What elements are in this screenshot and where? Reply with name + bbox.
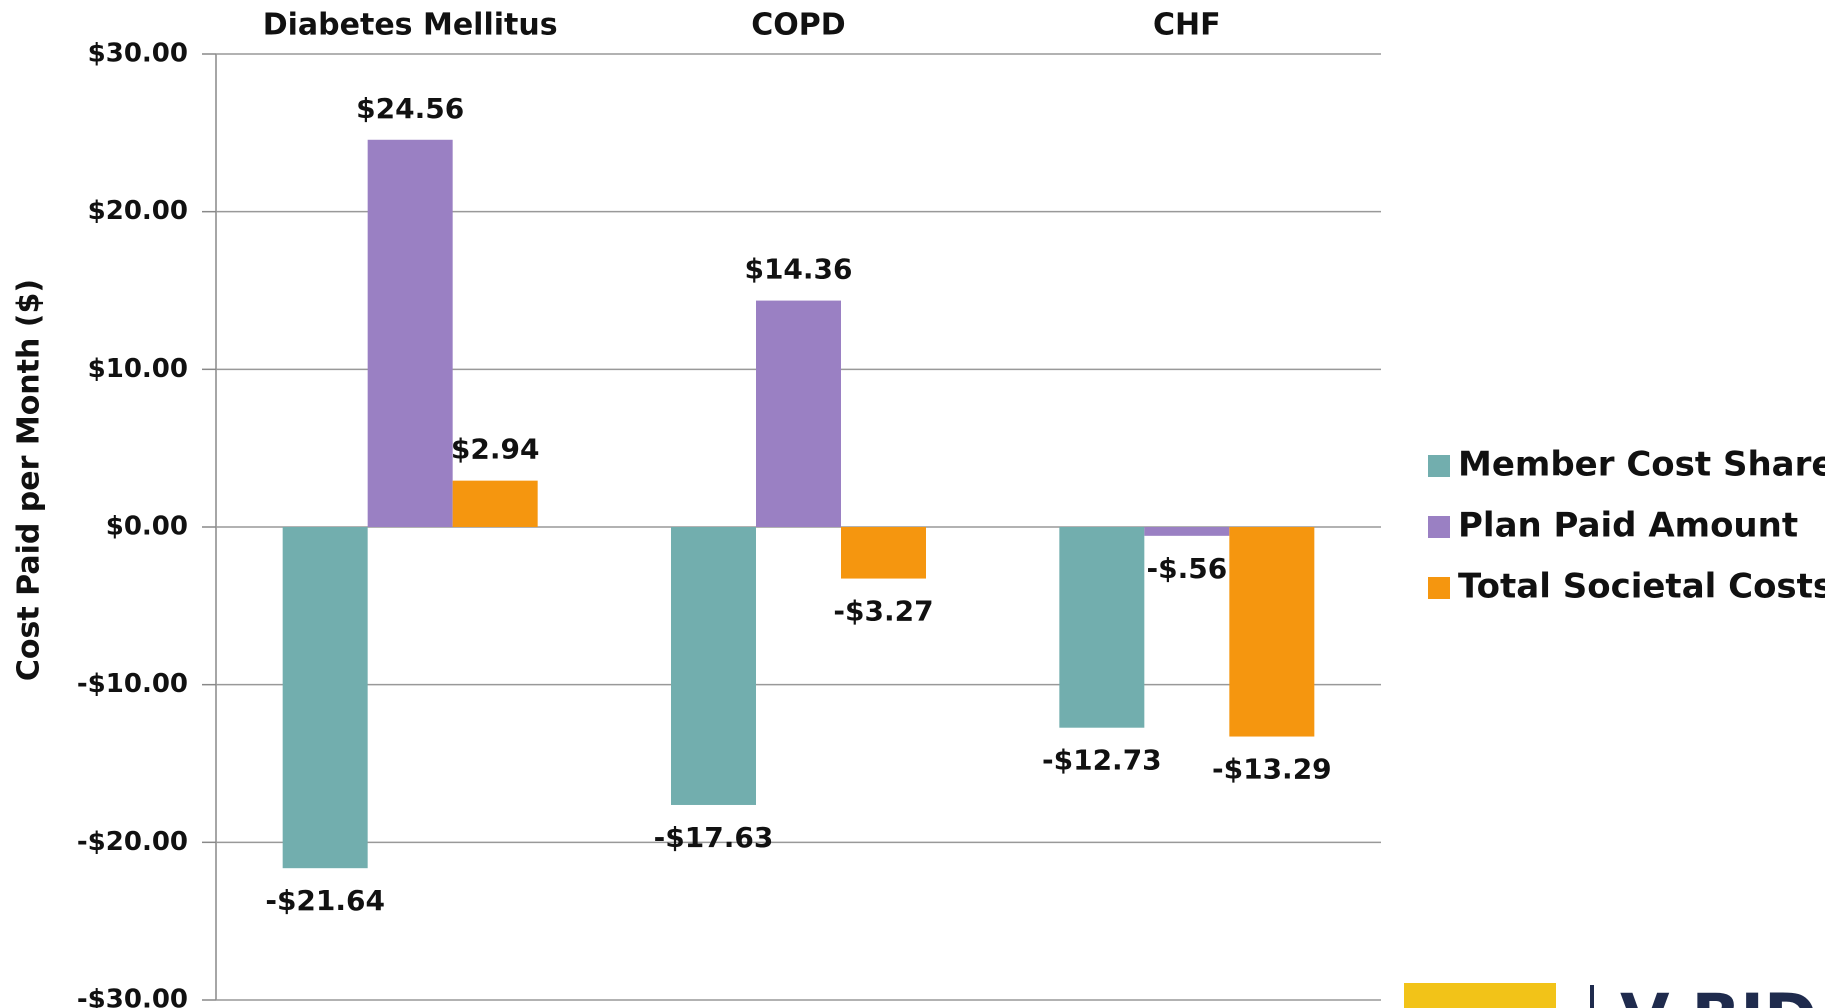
y-tick-label: $30.00 — [88, 39, 188, 69]
bar — [671, 527, 756, 805]
bar — [1144, 527, 1230, 536]
data-label: $24.56 — [356, 92, 464, 125]
category-label: Diabetes Mellitus — [263, 8, 558, 43]
data-label: -$17.63 — [654, 821, 774, 854]
data-label: -$3.27 — [833, 595, 933, 628]
category-label: CHF — [1153, 8, 1221, 43]
y-tick-label: -$30.00 — [77, 985, 188, 1008]
y-tick-label: $10.00 — [88, 354, 188, 384]
bar — [452, 480, 538, 527]
legend-label: Member Cost Share — [1458, 445, 1825, 485]
logo-text: V-BID — [1620, 982, 1817, 1008]
y-tick-label: -$20.00 — [77, 827, 188, 857]
data-label: $2.94 — [451, 433, 540, 466]
y-tick-label: $20.00 — [88, 196, 188, 226]
legend-swatch — [1428, 516, 1450, 538]
legend-swatch — [1428, 577, 1450, 599]
bar — [1229, 527, 1315, 737]
y-tick-label: -$10.00 — [77, 669, 188, 699]
bar — [367, 139, 453, 527]
bar — [282, 527, 368, 869]
logo-block — [1404, 983, 1556, 1008]
bar — [1059, 527, 1145, 728]
legend-label: Total Societal Costs — [1458, 567, 1825, 607]
data-label: -$12.73 — [1042, 744, 1162, 777]
y-axis-label: Cost Paid per Month ($) — [12, 279, 47, 681]
y-tick-label: $0.00 — [106, 512, 188, 542]
bar — [841, 527, 926, 579]
category-label: COPD — [751, 8, 845, 43]
data-label: -$.56 — [1146, 552, 1227, 585]
legend-swatch — [1428, 455, 1450, 477]
data-label: -$21.64 — [265, 884, 385, 917]
data-label: $14.36 — [744, 253, 852, 286]
data-label: -$13.29 — [1212, 753, 1332, 786]
legend-label: Plan Paid Amount — [1458, 506, 1798, 546]
bar — [756, 300, 841, 527]
